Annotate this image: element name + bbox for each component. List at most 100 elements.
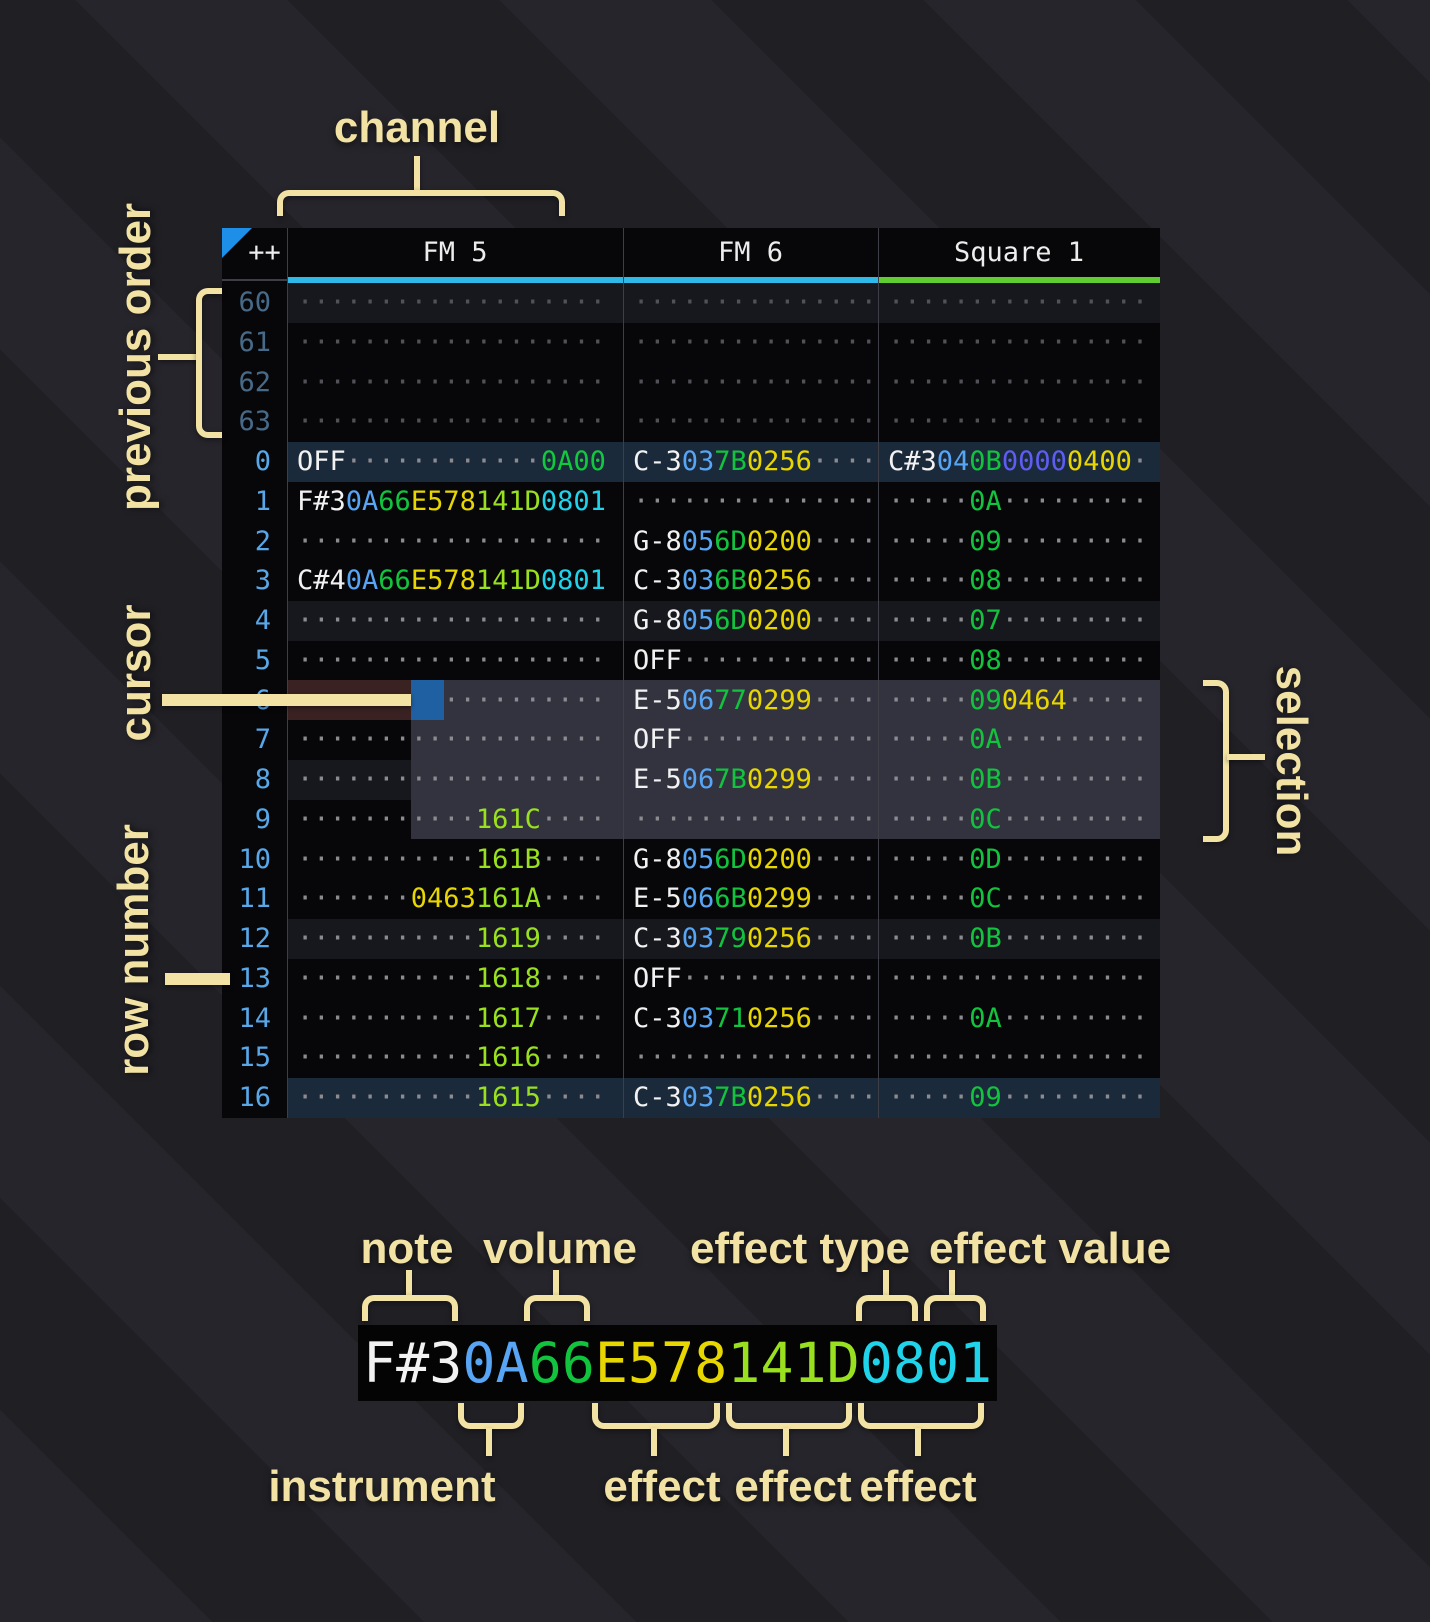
- pattern-cell[interactable]: ···········1615····: [297, 1082, 606, 1113]
- channel-header-square1[interactable]: Square 1: [953, 237, 1085, 268]
- pattern-row[interactable]: 8 ··················· E-5067B0299···· ·····…: [222, 760, 1160, 800]
- pattern-cell[interactable]: C-3037B0256····: [633, 1082, 877, 1113]
- pattern-cell[interactable]: ···············: [633, 803, 877, 835]
- pattern-row[interactable]: 6···················E-506770299·········…: [222, 681, 1160, 721]
- channel-underlines: [222, 277, 1160, 283]
- pattern-row[interactable]: 9 ···········161C···· ··············· ·····…: [222, 800, 1160, 840]
- pattern-cell[interactable]: ················: [888, 1042, 1149, 1074]
- pattern-row[interactable]: 0 OFF············0A00 C-3037B0256···· C#304…: [222, 442, 1160, 482]
- pattern-cell[interactable]: ·····0A·········: [888, 1002, 1149, 1034]
- pattern-cell[interactable]: ···················: [297, 764, 606, 795]
- pattern-cell[interactable]: ···················: [297, 326, 606, 358]
- pattern-cell[interactable]: OFF············0A00: [297, 446, 606, 477]
- pattern-row[interactable]: 4 ··················· G-8056D0200···· ·····…: [222, 601, 1160, 641]
- pattern-cell[interactable]: ·····0B·········: [888, 923, 1149, 954]
- pattern-cell[interactable]: ·····0C·········: [888, 803, 1149, 835]
- pattern-cell[interactable]: ···············: [633, 406, 877, 438]
- pattern-cell[interactable]: C#3040B00000400·: [888, 446, 1149, 477]
- pattern-cell[interactable]: ···········161B····: [297, 843, 606, 875]
- pattern-cell[interactable]: ·····08·········: [888, 644, 1149, 676]
- pattern-cell[interactable]: C-303710256····: [633, 1002, 877, 1034]
- pattern-cell[interactable]: ···················: [297, 366, 606, 398]
- pattern-cell[interactable]: ···············: [633, 287, 877, 318]
- pattern-row[interactable]: 13 ···········1618···· OFF············ ····…: [222, 959, 1160, 999]
- pattern-cell[interactable]: G-8056D0200····: [633, 605, 877, 636]
- effect1-annotation-stem: [651, 1428, 657, 1456]
- pattern-cell[interactable]: E-5067B0299····: [633, 764, 877, 795]
- pattern-cell[interactable]: ···········161C····: [297, 803, 606, 835]
- pattern-cell[interactable]: C-3037B0256····: [633, 446, 877, 477]
- pattern-cell[interactable]: ·····0B·········: [888, 764, 1149, 795]
- pattern-cell[interactable]: ···················: [297, 605, 606, 636]
- pattern-cell[interactable]: ················: [888, 366, 1149, 398]
- pattern-cell[interactable]: ·····09·········: [888, 525, 1149, 557]
- pattern-header: ++ FM 5 FM 6 Square 1: [222, 228, 1160, 277]
- pattern-row[interactable]: 10 ···········161B···· G-8056D0200···· ····…: [222, 840, 1160, 880]
- pattern-cell[interactable]: ···············: [633, 1042, 877, 1074]
- pattern-cell[interactable]: ·····0A·········: [888, 724, 1149, 756]
- pattern-cell[interactable]: OFF············: [633, 644, 877, 676]
- pattern-cell[interactable]: ·····07·········: [888, 605, 1149, 636]
- pattern-cell[interactable]: ·····0A·········: [888, 485, 1149, 517]
- pattern-cell[interactable]: OFF············: [633, 724, 877, 756]
- pattern-cell[interactable]: ·····0C·········: [888, 883, 1149, 915]
- pattern-cell[interactable]: ···········1618····: [297, 962, 606, 994]
- pattern-row[interactable]: 14 ···········1617···· C-303710256···· ····…: [222, 999, 1160, 1039]
- pattern-cell[interactable]: ···············: [633, 326, 877, 358]
- pattern-row[interactable]: 1 F#30A66E578141D0801 ··············· ·····…: [222, 482, 1160, 522]
- pattern-cell[interactable]: ···············: [633, 366, 877, 398]
- pattern-cell[interactable]: ···········1616····: [297, 1042, 606, 1074]
- pattern-cell[interactable]: ·····090464·····: [888, 684, 1149, 716]
- pattern-cell[interactable]: ···············: [633, 485, 877, 517]
- instrument-annotation-label: instrument: [268, 1462, 496, 1511]
- effect-type-annotation-label: effect type: [689, 1224, 911, 1273]
- pattern-cell[interactable]: ················: [888, 287, 1149, 318]
- pattern-row[interactable]: 62 ··················· ··············· ····…: [222, 363, 1160, 403]
- pattern-cell[interactable]: ·····08·········: [888, 565, 1149, 597]
- pattern-cell[interactable]: ···················: [297, 724, 606, 756]
- pattern-row[interactable]: 7 ··················· OFF············ ·····…: [222, 720, 1160, 760]
- pattern-cell[interactable]: OFF············: [633, 962, 877, 994]
- pattern-cell[interactable]: ·····0D·········: [888, 843, 1149, 875]
- pattern-row[interactable]: 3 C#40A66E578141D0801 C-3036B0256···· ·····…: [222, 561, 1160, 601]
- pattern-cell[interactable]: F#30A66E578141D0801: [297, 485, 606, 517]
- row-number: 10: [238, 843, 271, 875]
- pattern-cell[interactable]: E-5066B0299····: [633, 883, 877, 915]
- pattern-cell[interactable]: ················: [888, 406, 1149, 438]
- pattern-row[interactable]: 16 ···········1615···· C-3037B0256···· ····…: [222, 1078, 1160, 1118]
- pattern-cell[interactable]: C-3036B0256····: [633, 565, 877, 597]
- order-header-cell[interactable]: ++: [248, 237, 281, 268]
- volume-annotation-label: volume: [482, 1224, 638, 1273]
- pattern-cell[interactable]: ···················: [297, 644, 606, 676]
- channel-header-fm6[interactable]: FM 6: [717, 237, 784, 268]
- pattern-row[interactable]: 63 ··················· ··············· ····…: [222, 402, 1160, 442]
- pattern-row[interactable]: 15 ···········1616···· ··············· ····…: [222, 1038, 1160, 1078]
- pattern-cell[interactable]: ···········1617····: [297, 1002, 606, 1034]
- legend-row-box: F#3 0A 66 E578 141D 0801: [358, 1325, 998, 1401]
- pattern-row[interactable]: 5 ··················· OFF············ ·····…: [222, 641, 1160, 681]
- pattern-cell[interactable]: ···················: [297, 406, 606, 438]
- channel-header-fm5[interactable]: FM 5: [422, 237, 488, 268]
- pattern-row[interactable]: 60 ··················· ··············· ····…: [222, 283, 1160, 323]
- pattern-cell[interactable]: ·······0463161A····: [297, 883, 606, 915]
- pattern-cell[interactable]: C#40A66E578141D0801: [297, 565, 606, 597]
- pattern-cell[interactable]: G-8056D0200····: [633, 843, 877, 875]
- pattern-row[interactable]: 12 ···········1619···· C-303790256···· ····…: [222, 919, 1160, 959]
- pattern-cell[interactable]: E-506770299····: [633, 684, 877, 716]
- pattern-cell[interactable]: ···················: [297, 287, 606, 318]
- row-number: 0: [254, 446, 271, 477]
- column-separator: [623, 228, 624, 1118]
- pattern-cell[interactable]: ················: [888, 962, 1149, 994]
- pattern-cell[interactable]: G-8056D0200····: [633, 525, 877, 557]
- pattern-row[interactable]: 61 ··················· ··············· ····…: [222, 323, 1160, 363]
- pattern-cell[interactable]: ·····09·········: [888, 1082, 1149, 1113]
- pattern-row[interactable]: 2 ··················· G-8056D0200···· ·····…: [222, 522, 1160, 562]
- pattern-cell[interactable]: ···················: [297, 525, 606, 557]
- pattern-row[interactable]: 11 ·······0463161A···· E-5066B0299···· ····…: [222, 879, 1160, 919]
- row-number: 14: [238, 1002, 271, 1034]
- pattern-cell[interactable]: ················: [888, 326, 1149, 358]
- channel-underline-fm5: [287, 277, 623, 283]
- row-highlight-bg: [287, 601, 1160, 641]
- pattern-cell[interactable]: ···········1619····: [297, 923, 606, 954]
- pattern-cell[interactable]: C-303790256····: [633, 923, 877, 954]
